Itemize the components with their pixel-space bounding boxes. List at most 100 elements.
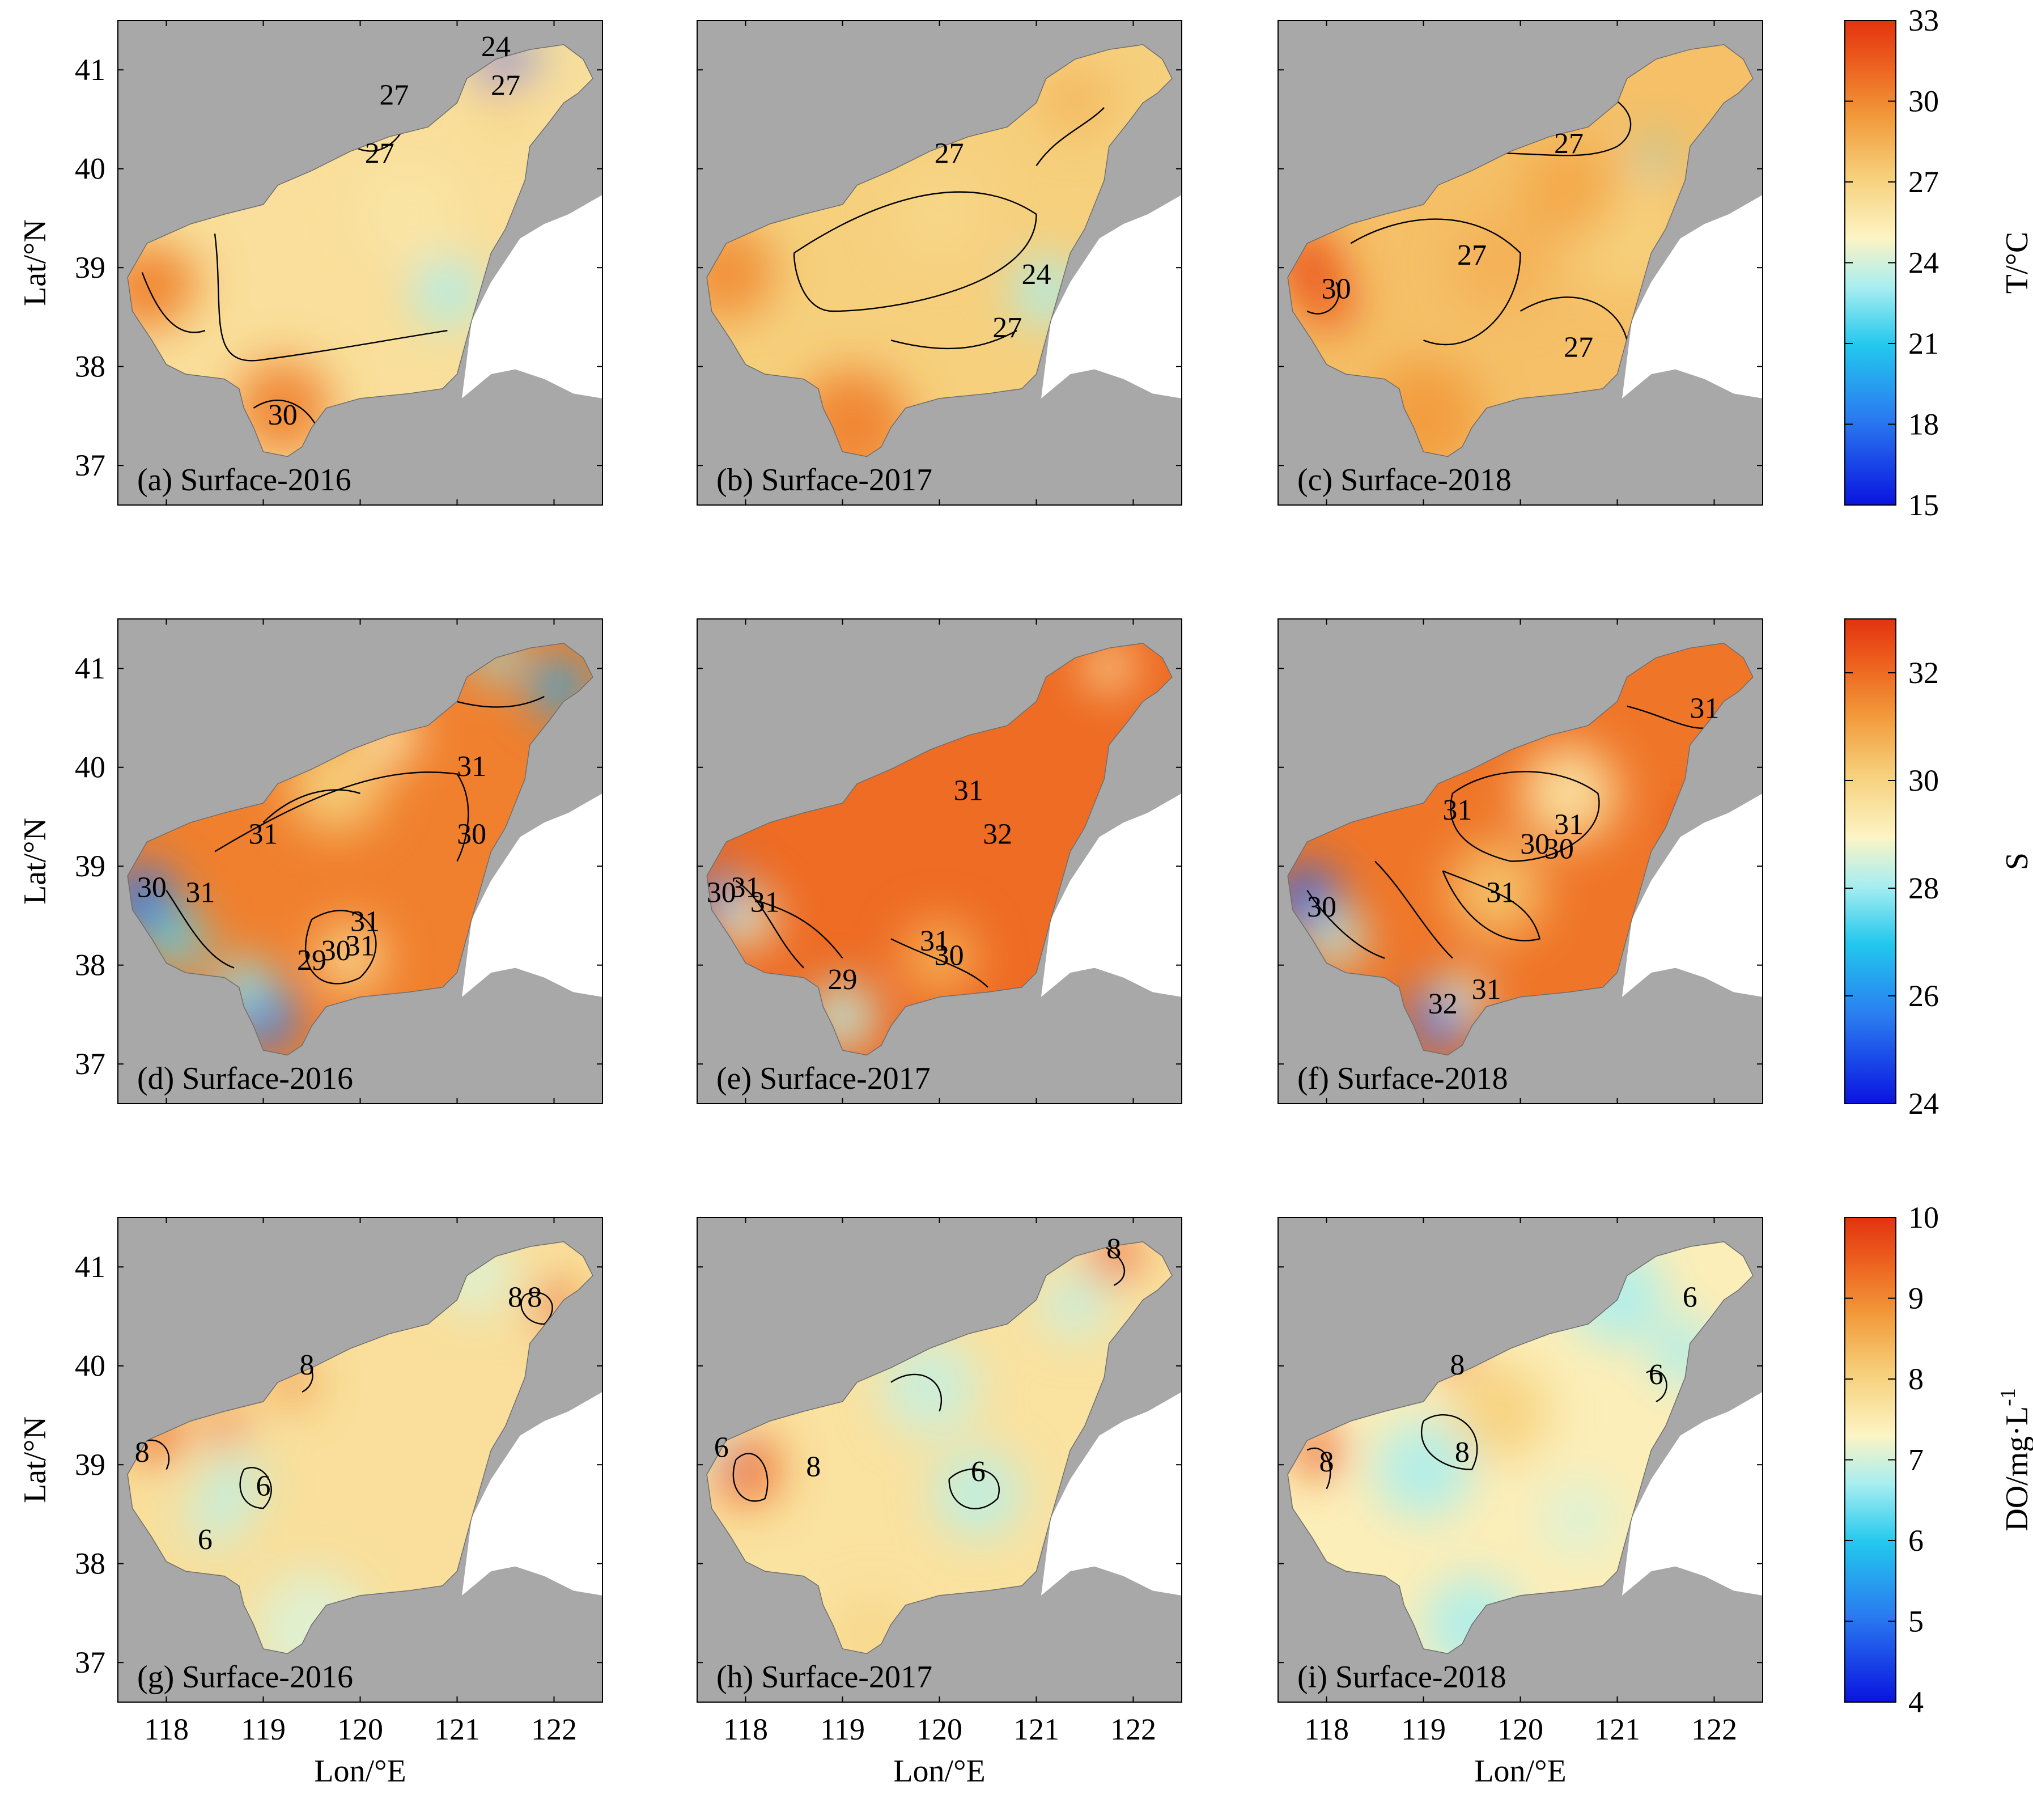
- field-blob: [794, 369, 911, 457]
- contour-label: 8: [135, 1436, 150, 1469]
- contour-label: 29: [828, 964, 858, 996]
- x-axis-label: Lon/°E: [314, 1754, 406, 1789]
- field-blob: [1452, 1363, 1550, 1460]
- colorbars-group: 15 18 21 24 27 30 33 T/°C 24 26 28 30 32 S 4 5 6 7 8 9 10 DO/…: [1844, 3, 2033, 1719]
- y-tick-label: 37: [75, 1047, 105, 1081]
- contour-label: 27: [365, 137, 394, 169]
- colorbar-temperature: 15 18 21 24 27 30 33 T/°C: [1844, 3, 2033, 522]
- coastline: [127, 44, 593, 457]
- contour-label: 27: [1457, 239, 1487, 271]
- contour-line: [890, 330, 1017, 350]
- x-tick-label: 118: [144, 1712, 189, 1746]
- field-blob: [413, 257, 482, 326]
- contour-label: 30: [1322, 273, 1351, 306]
- contour-label: 30: [1307, 891, 1336, 923]
- x-tick-label: 119: [241, 1712, 286, 1746]
- contour-label: 31: [731, 872, 761, 904]
- x-tick-label: 120: [337, 1712, 383, 1746]
- contour-line: [1306, 890, 1385, 959]
- contour-line: [1306, 1447, 1331, 1490]
- contour-line: [1421, 1414, 1478, 1470]
- coastline: [706, 44, 1173, 457]
- x-axis-label: Lon/°E: [1474, 1754, 1566, 1789]
- y-tick-label: 40: [75, 152, 105, 186]
- y-tick-label: 38: [75, 1547, 105, 1581]
- field-blob: [185, 1488, 244, 1547]
- sea-gradient-blobs: [707, 44, 1114, 457]
- contour-label: 6: [256, 1470, 271, 1503]
- contour-line: [1646, 1370, 1667, 1402]
- contour-label: 29: [297, 944, 326, 977]
- contour-label: 6: [1649, 1359, 1663, 1391]
- field-blob: [901, 919, 978, 997]
- contour-label: 30: [457, 818, 486, 851]
- contour-label: 8: [806, 1451, 821, 1483]
- contour-label: 6: [198, 1524, 213, 1556]
- contour-label: 30: [321, 935, 351, 967]
- panel-label: (a) Surface-2016: [137, 463, 351, 498]
- colorbar-tick-label: 24: [1908, 1087, 1939, 1121]
- y-axis-label: Lat/°N: [18, 818, 53, 905]
- contour-line: [1103, 1246, 1126, 1286]
- y-axis-label: Lat/°N: [18, 1416, 53, 1503]
- colorbar-gradient: [1844, 1217, 1896, 1703]
- colorbar-tick-label: 30: [1908, 763, 1939, 797]
- contour-label: 31: [1486, 876, 1516, 909]
- contour-label: 31: [1472, 973, 1501, 1006]
- contour-line: [755, 899, 843, 959]
- colorbar-tick-label: 28: [1908, 871, 1939, 905]
- field-blob: [147, 910, 205, 968]
- x-tick-label: 121: [1013, 1712, 1059, 1746]
- y-tick-label: 41: [75, 651, 105, 685]
- field-blob: [1375, 1421, 1472, 1518]
- field-blob: [1641, 141, 1671, 171]
- contour-line: [305, 910, 377, 985]
- colorbar-label: T/°C: [2000, 232, 2033, 294]
- field-blob: [1539, 1479, 1618, 1557]
- contour-label: 8: [527, 1281, 542, 1313]
- outside-region: [1041, 1391, 1182, 1596]
- field-blob: [360, 166, 457, 263]
- y-axis-label: Lat/°N: [18, 219, 53, 306]
- contour-label: 30: [707, 876, 736, 909]
- contour-label: 24: [481, 31, 511, 63]
- axis-labels-group: Lat/°N Lat/°N Lat/°N Lon/°E Lon/°E Lon/°E: [18, 219, 1567, 1789]
- field-blob: [1297, 272, 1356, 331]
- contour-label: 31: [185, 876, 215, 909]
- coastline: [706, 1241, 1173, 1654]
- coastline: [127, 1241, 593, 1654]
- contour-line: [1035, 107, 1105, 167]
- outside-region: [462, 194, 602, 398]
- contour-label: 31: [1690, 692, 1719, 724]
- contour-line: [735, 880, 804, 969]
- contour-lines: [1306, 705, 1715, 959]
- contour-label: 31: [954, 775, 983, 807]
- x-axis-label: Lon/°E: [893, 1754, 985, 1789]
- colorbar-tick-label: 9: [1908, 1282, 1924, 1316]
- colorbar-salinity: 24 26 28 30 32 S: [1844, 618, 2033, 1121]
- panel-label: (d) Surface-2016: [137, 1061, 353, 1096]
- coastline: [1287, 1241, 1754, 1654]
- field-blob: [132, 248, 201, 316]
- x-tick-label: 120: [1497, 1712, 1543, 1746]
- colorbar-label: DO/mg·L-1: [1996, 1388, 2033, 1531]
- colorbar-tick-label: 24: [1908, 246, 1939, 280]
- panel-label: (e) Surface-2017: [716, 1061, 931, 1096]
- field-blob: [1036, 59, 1114, 137]
- contour-label: 27: [379, 79, 409, 112]
- contour-label: 31: [457, 750, 486, 783]
- colorbar-tick-label: 10: [1908, 1200, 1939, 1234]
- colorbar-tick-label: 27: [1908, 165, 1939, 199]
- contour-lines: [735, 880, 988, 988]
- contour-line: [1374, 860, 1453, 959]
- contour-line: [165, 890, 235, 969]
- coastline: [706, 643, 1173, 1056]
- field-blob: [934, 1450, 1022, 1538]
- x-tick-label: 118: [1304, 1712, 1349, 1746]
- contour-label: 31: [350, 906, 380, 938]
- panel-label: (c) Surface-2018: [1297, 463, 1512, 498]
- contour-label: 30: [137, 872, 167, 904]
- contour-label: 31: [920, 925, 949, 957]
